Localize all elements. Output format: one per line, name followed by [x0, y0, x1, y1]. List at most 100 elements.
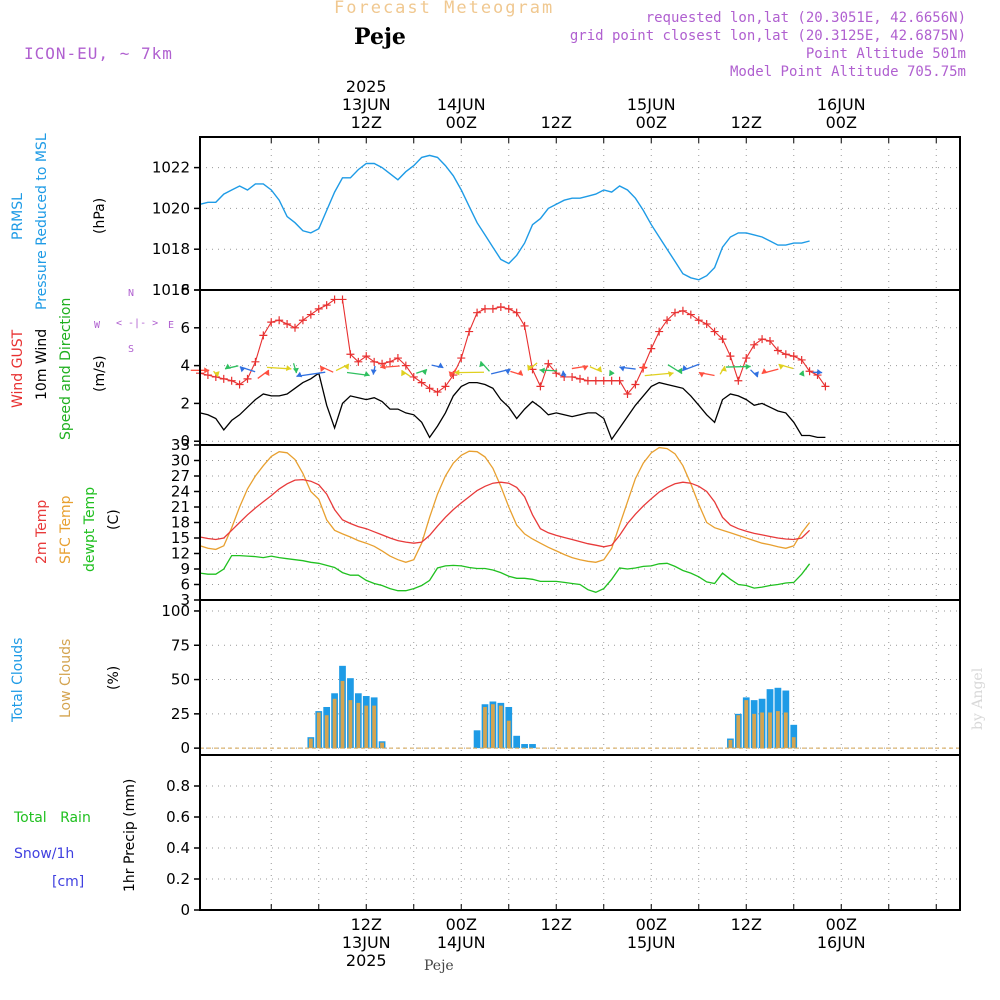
- temp-y-tick-label: 15: [171, 529, 190, 547]
- pressure-grid: [194, 137, 960, 291]
- temp-y-tick-label: 9: [180, 560, 190, 578]
- wind-direction-arrowhead: [363, 370, 370, 377]
- wind-gust-marker: [481, 304, 489, 313]
- total-cloud-bar: [790, 724, 798, 749]
- wind-direction-arrowhead: [682, 364, 688, 371]
- wind-gust-marker: [710, 327, 719, 336]
- wind-direction-arrowhead: [370, 369, 377, 375]
- wind-gust-marker: [370, 357, 379, 366]
- wind-direction-arrowhead: [753, 371, 759, 378]
- wind-direction-arrowhead: [213, 371, 220, 377]
- precip-panel-frame: [199, 754, 961, 911]
- wind-gust-marker: [362, 352, 371, 361]
- temp-y-tick-label: 30: [171, 452, 190, 470]
- wind-y-tick-label: 6: [180, 319, 190, 337]
- wind-gust-marker: [314, 304, 323, 313]
- wind-direction-arrowhead: [320, 366, 326, 372]
- wind-gust-marker: [259, 331, 268, 340]
- wind-direction-arrowhead: [380, 363, 386, 370]
- top-time-label: 14JUN: [437, 95, 486, 114]
- wind-gust-marker: [789, 352, 798, 361]
- wind-direction-arrowhead: [527, 364, 533, 371]
- wind-y-tick-label: 4: [180, 357, 190, 375]
- total-cloud-bar: [529, 744, 536, 749]
- wind-gust-marker: [718, 335, 727, 344]
- low-cloud-bar: [736, 715, 741, 749]
- low-cloud-bar: [744, 700, 749, 749]
- wind-gust-marker: [773, 346, 782, 355]
- total-rain-label: Total Rain: [14, 810, 91, 826]
- wind-gust-marker: [330, 295, 339, 304]
- total-cloud-bar: [473, 730, 481, 749]
- model-label: ICON-EU, ~ 7km: [24, 44, 173, 63]
- point-altitude: Point Altitude 501m: [805, 46, 966, 62]
- top-time-label: 13JUN: [342, 95, 391, 114]
- total-label: Total: [14, 810, 47, 826]
- wind-gust-marker: [401, 361, 410, 370]
- wind-gust-marker: [631, 380, 640, 389]
- temp-y-tick-label: 6: [180, 576, 190, 594]
- wind-gust-marker: [504, 304, 513, 313]
- wind-direction-arrowhead: [539, 367, 545, 374]
- wind-gust-marker: [797, 355, 806, 364]
- low-cloud-bar: [356, 702, 361, 749]
- bottom-time-label: 00Z: [826, 915, 857, 934]
- low-cloud-bar: [752, 713, 757, 749]
- wind-gust-marker: [465, 327, 474, 336]
- compass-west: W: [94, 320, 101, 331]
- wind-gust-marker: [805, 367, 814, 376]
- low-cloud-bar: [783, 712, 788, 749]
- wind-gust-marker: [742, 354, 751, 363]
- wind-direction-arrowhead: [292, 367, 299, 374]
- temp-y-tick-label: 27: [171, 467, 190, 485]
- wind-gust-marker: [583, 376, 592, 385]
- wind-gust-marker: [275, 316, 284, 325]
- wind-gust-marker: [576, 374, 584, 383]
- clouds-y-tick-label: 25: [171, 705, 190, 723]
- compass-icon: N < -|- > W E S: [88, 288, 180, 358]
- wind-direction-arrowhead: [343, 364, 349, 370]
- wind-direction-arrowhead: [698, 372, 705, 378]
- wind-gust-marker: [393, 354, 402, 363]
- wind-y-tick-label: 2: [180, 394, 190, 412]
- wind-direction-arrowhead: [517, 369, 523, 376]
- clouds-y-tick-label: 50: [171, 671, 190, 689]
- wind-y-tick-label: 0: [180, 432, 190, 450]
- low-cloud-bar: [380, 742, 384, 749]
- wind-direction-arrowhead: [239, 366, 246, 373]
- wind-gust-marker: [512, 308, 521, 317]
- wind-gust-marker: [409, 372, 418, 381]
- precip-y-tick-label: 0.4: [166, 839, 190, 857]
- wind-direction-arrowhead: [761, 368, 768, 374]
- pressure-y-tick-label: 1018: [152, 240, 190, 258]
- wind-gust-marker: [686, 310, 695, 319]
- low-cloud-bar: [332, 698, 337, 749]
- wind-gust-marker: [291, 323, 299, 332]
- bottom-time-label: 2025: [346, 951, 387, 970]
- wind-direction-arrowhead: [285, 365, 292, 372]
- wind-direction-arrowhead: [619, 365, 626, 372]
- low-cloud-bar: [776, 711, 780, 749]
- header-title: Forecast Meteogram: [334, 0, 555, 18]
- wind-direction-arrowhead: [504, 369, 511, 375]
- top-time-label: 16JUN: [817, 95, 866, 114]
- top-time-label: 12Z: [541, 113, 572, 132]
- wind-direction-arrowhead: [816, 369, 823, 376]
- wind-direction-arrowhead: [720, 366, 727, 372]
- pressure-panel-frame: [199, 136, 961, 291]
- snow-unit: [cm]: [52, 874, 85, 890]
- top-time-label: 00Z: [636, 113, 667, 132]
- wind-direction-arrowhead: [667, 371, 674, 378]
- temp-y-tick-label: 18: [171, 514, 190, 532]
- precip-y-tick-label: 0.8: [166, 777, 190, 795]
- low-cloud-bar: [791, 737, 796, 749]
- low-cloud-bar: [483, 706, 487, 749]
- clouds-grid: [194, 600, 960, 755]
- total-cloud-bar: [513, 735, 521, 749]
- wind-direction-arrowhead: [582, 365, 589, 371]
- wind-gust-marker: [283, 320, 292, 329]
- precip-grid: [194, 755, 960, 911]
- low-cloud-bar: [348, 700, 353, 749]
- wind-gust-marker: [702, 320, 711, 329]
- wind-gust-marker: [568, 372, 577, 381]
